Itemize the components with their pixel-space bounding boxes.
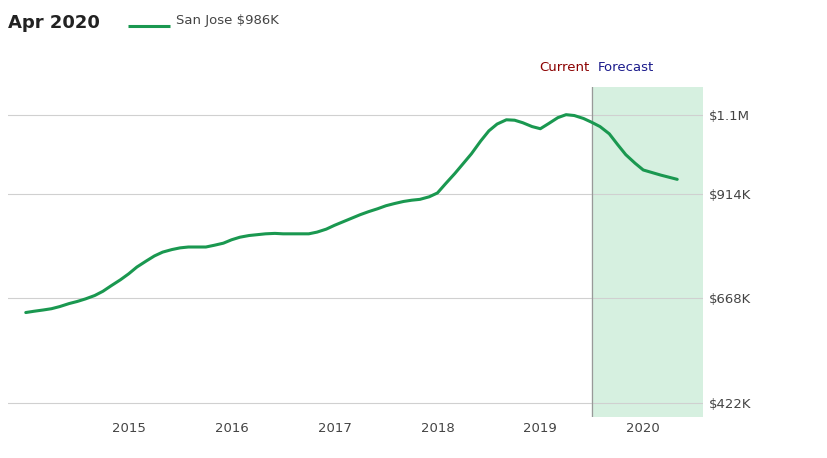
Text: Current: Current bbox=[539, 61, 590, 74]
Text: San Jose $986K: San Jose $986K bbox=[176, 14, 279, 27]
Text: Forecast: Forecast bbox=[598, 61, 654, 74]
Bar bbox=[592, 87, 713, 417]
Text: Apr 2020: Apr 2020 bbox=[8, 14, 100, 32]
